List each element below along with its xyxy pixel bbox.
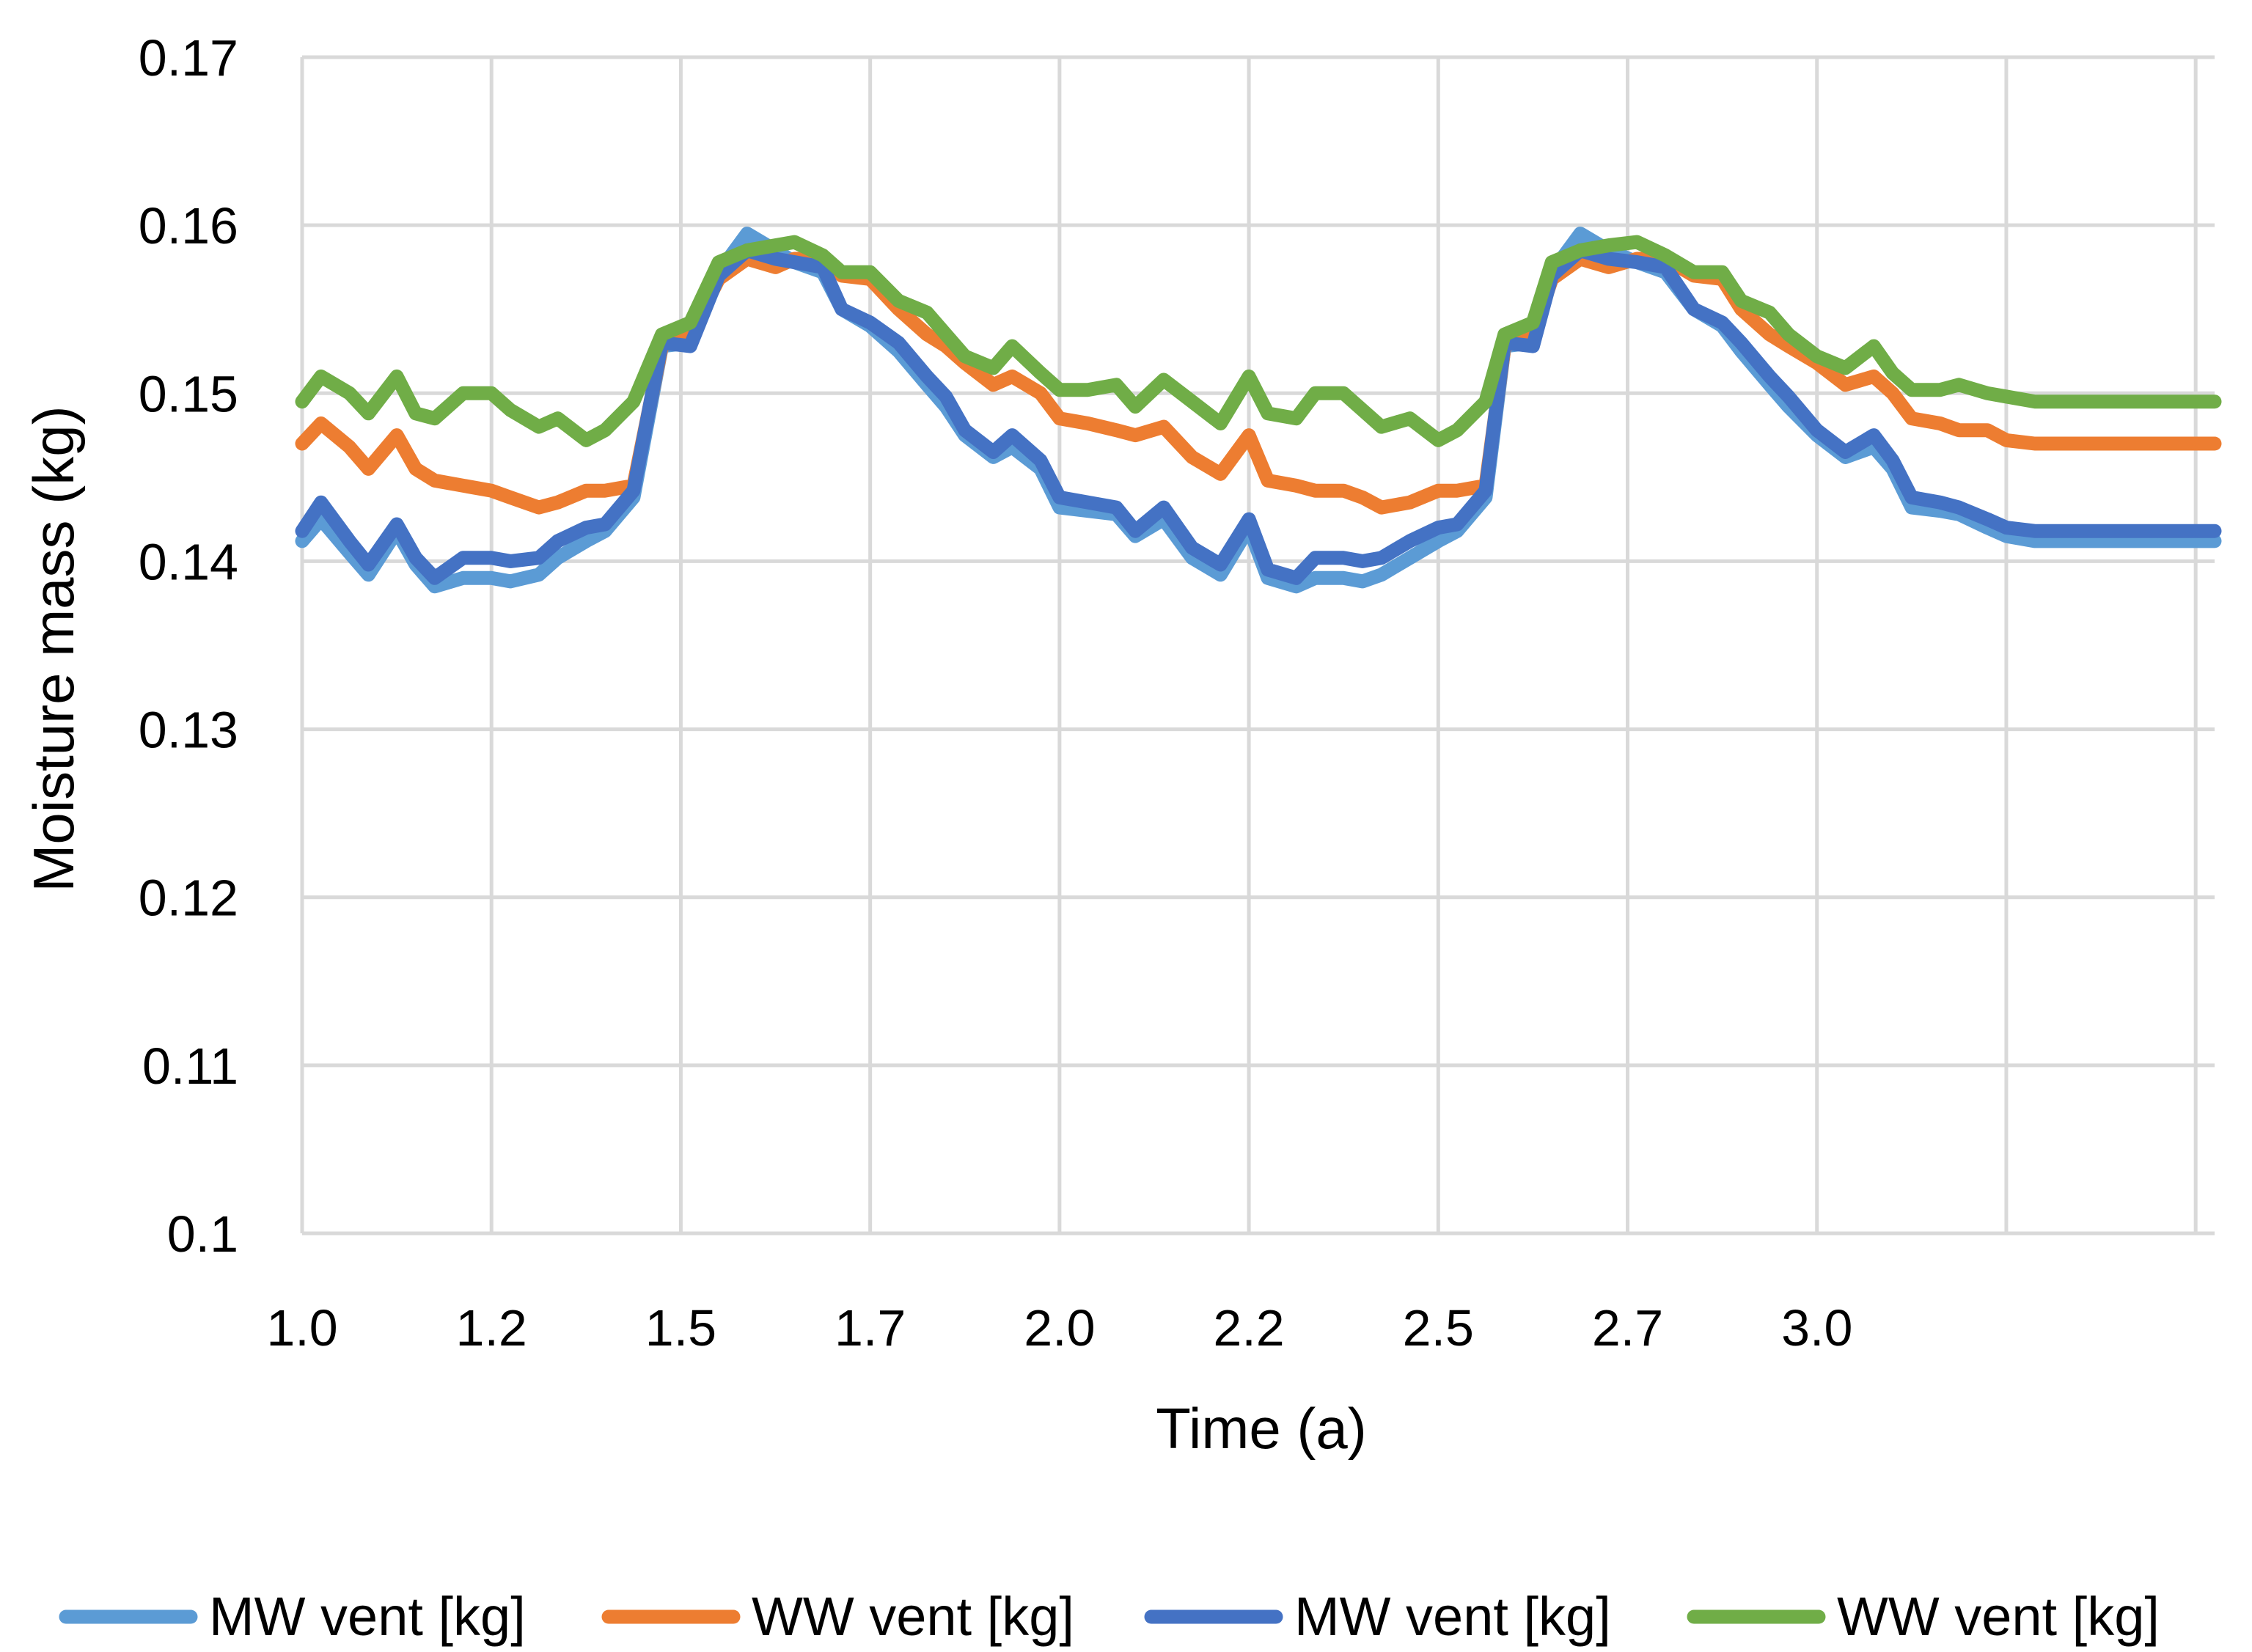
x-tick-label: 2.5 [1403, 1299, 1474, 1357]
y-tick-label: 0.15 [139, 365, 238, 422]
x-tick-label: 2.2 [1213, 1299, 1284, 1357]
series-line-4 [295, 235, 2222, 447]
y-tick-labels: 0.1 0.11 0.12 0.13 0.14 0.15 0.16 0.17 [139, 29, 238, 1263]
legend-label-2: WW vent [kg] [752, 1586, 1074, 1647]
x-tick-label: 1.5 [645, 1299, 716, 1357]
x-tick-label: 3.0 [1781, 1299, 1852, 1357]
x-tick-label: 1.2 [456, 1299, 527, 1357]
y-tick-label: 0.13 [139, 702, 238, 759]
x-tick-label: 2.0 [1024, 1299, 1095, 1357]
vertical-gridlines [300, 57, 2198, 1233]
y-tick-label: 0.11 [142, 1038, 238, 1095]
series-layer [295, 227, 2222, 594]
axis-frame [300, 57, 2215, 1236]
x-axis-title: Time (a) [1156, 1396, 1366, 1461]
y-tick-label: 0.1 [167, 1205, 238, 1263]
y-tick-label: 0.14 [139, 533, 238, 590]
legend-label-3: MW vent [kg] [1294, 1586, 1611, 1647]
x-tick-label: 2.7 [1592, 1299, 1663, 1357]
x-tick-label: 1.0 [266, 1299, 337, 1357]
series-line-2 [295, 252, 2222, 515]
x-tick-label: 1.7 [835, 1299, 906, 1357]
legend-label-4: WW vent [kg] [1837, 1586, 2160, 1647]
y-axis-title: Moisture mass (kg) [21, 405, 86, 892]
y-tick-label: 0.16 [139, 197, 238, 254]
x-tick-labels: 1.0 1.2 1.5 1.7 2.0 2.2 2.5 2.7 3.0 [266, 1299, 1852, 1357]
series-line-3 [295, 243, 2222, 585]
y-tick-label: 0.12 [139, 870, 238, 927]
legend: MW vent [kg] WW vent [kg] MW vent [kg] WW v… [59, 1586, 2160, 1647]
legend-label-1: MW vent [kg] [209, 1586, 526, 1647]
y-tick-label: 0.17 [139, 29, 238, 87]
